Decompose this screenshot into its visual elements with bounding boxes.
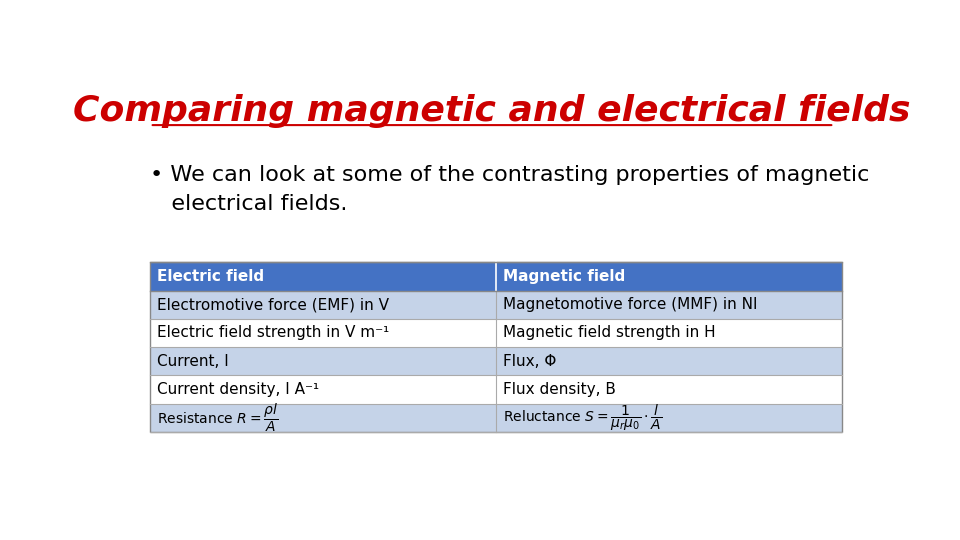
Bar: [150, 375, 842, 404]
Text: Magnetomotive force (MMF) in NI: Magnetomotive force (MMF) in NI: [503, 297, 757, 312]
Text: Comparing magnetic and electrical fields: Comparing magnetic and electrical fields: [73, 94, 911, 128]
Bar: [150, 262, 842, 291]
Text: Flux density, B: Flux density, B: [503, 382, 616, 397]
Bar: [150, 291, 842, 319]
Text: electrical fields.: electrical fields.: [150, 194, 348, 214]
Bar: [150, 347, 842, 375]
Text: Resistance $R = \dfrac{\rho l}{A}$: Resistance $R = \dfrac{\rho l}{A}$: [157, 402, 278, 434]
Text: Reluctance $S = \dfrac{1}{\mu_r \mu_0} \cdot \dfrac{l}{A}$: Reluctance $S = \dfrac{1}{\mu_r \mu_0} \…: [503, 403, 662, 433]
Text: Electric field strength in V m⁻¹: Electric field strength in V m⁻¹: [157, 326, 390, 341]
Text: Magnetic field: Magnetic field: [503, 269, 625, 284]
Bar: [150, 404, 842, 432]
Text: • We can look at some of the contrasting properties of magnetic: • We can look at some of the contrasting…: [150, 165, 869, 185]
Text: Electric field: Electric field: [157, 269, 264, 284]
Text: Current, I: Current, I: [157, 354, 228, 369]
Text: Current density, I A⁻¹: Current density, I A⁻¹: [157, 382, 320, 397]
Text: Electromotive force (EMF) in V: Electromotive force (EMF) in V: [157, 297, 389, 312]
Text: Magnetic field strength in H: Magnetic field strength in H: [503, 326, 716, 341]
Bar: [150, 319, 842, 347]
Text: Flux, Φ: Flux, Φ: [503, 354, 557, 369]
